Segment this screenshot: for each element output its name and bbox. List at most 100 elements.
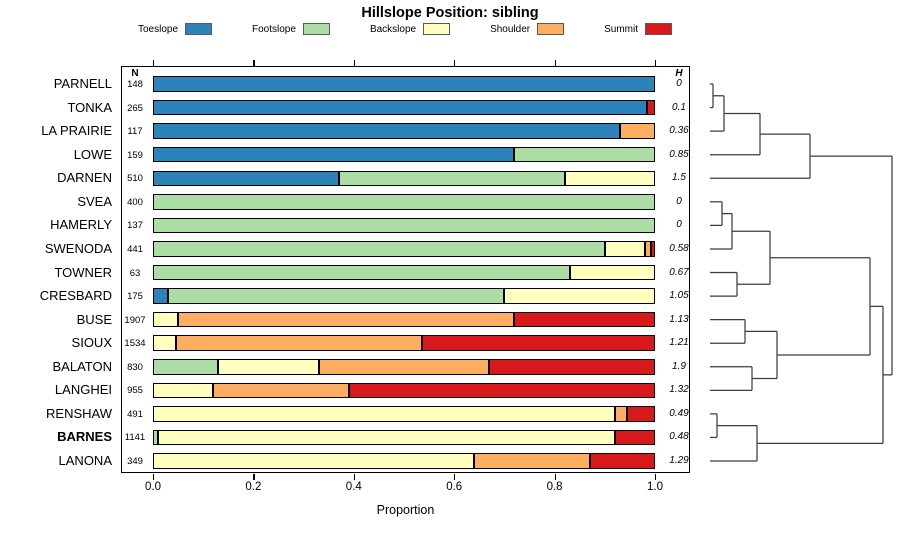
h-value: 1.13: [669, 313, 689, 325]
bar-segment-toeslope: [153, 146, 515, 163]
n-value: 830: [127, 361, 143, 373]
legend-label: Footslope: [252, 23, 296, 35]
bar-segment-shoulder: [614, 406, 628, 422]
n-value: 491: [127, 408, 143, 420]
n-value: 1141: [124, 432, 146, 444]
legend-item: Shoulder: [490, 23, 565, 35]
n-value: 441: [127, 243, 143, 255]
h-value: 1.05: [669, 290, 689, 302]
h-value: 0.1: [672, 101, 686, 113]
legend-item: Summit: [604, 23, 673, 35]
bar-segment-footslope: [514, 146, 655, 163]
h-value: 0.85: [669, 148, 689, 160]
series-label: RENSHAW: [46, 405, 112, 421]
legend-item: Footslope: [252, 23, 330, 35]
h-value: 0.67: [669, 266, 689, 278]
bar-segment-footslope: [338, 170, 565, 186]
bar-segment-backslope: [153, 311, 179, 328]
h-value: 0.48: [669, 431, 689, 443]
x-tick: [353, 474, 355, 480]
bar-segment-summit: [514, 311, 655, 328]
legend-swatch: [645, 23, 673, 35]
bar-segment-footslope: [153, 359, 219, 375]
bar-segment-summit: [489, 359, 655, 375]
series-label: HAMERLY: [50, 217, 112, 233]
series-label: BALATON: [52, 358, 112, 374]
legend-swatch: [302, 23, 330, 35]
h-value: 1.29: [669, 455, 689, 466]
n-value: 349: [127, 456, 143, 467]
series-label: SVEA: [77, 193, 112, 209]
bar-segment-summit: [421, 335, 655, 351]
bar-segment-backslope: [604, 241, 645, 257]
bar-segment-summit: [650, 241, 655, 257]
bar-segment-summit: [348, 382, 655, 399]
legend-item: Toeslope: [137, 23, 213, 35]
x-tick: [253, 474, 255, 480]
series-label: LOWE: [73, 146, 112, 162]
legend-label: Shoulder: [490, 23, 531, 35]
n-value: 1907: [124, 314, 146, 326]
h-column-header: H: [675, 68, 683, 79]
n-value: 148: [127, 79, 143, 90]
bar-segment-toeslope: [153, 99, 648, 116]
bar-segment-summit: [627, 406, 655, 422]
bar-segment-backslope: [218, 359, 319, 375]
x-tick-label: 0.0: [145, 481, 161, 493]
h-value: 0.49: [669, 407, 689, 419]
h-value: 0.58: [669, 242, 689, 254]
x-tick: [454, 60, 456, 66]
bar-segment-backslope: [153, 453, 475, 469]
legend-label: Toeslope: [137, 23, 179, 35]
x-axis-title: Proportion: [376, 503, 435, 517]
legend: Toeslope Footslope Backslope Shoulder Summit: [60, 23, 750, 35]
bar-segment-toeslope: [153, 76, 655, 92]
x-tick: [655, 60, 657, 66]
h-value: 0.36: [669, 125, 689, 137]
bar-segment-shoulder: [213, 382, 349, 399]
series-label: BARNES: [57, 429, 112, 445]
x-tick: [554, 474, 556, 480]
n-value: 955: [127, 385, 143, 397]
bar-segment-summit: [589, 453, 655, 469]
series-label: PARNELL: [53, 76, 112, 91]
x-tick: [454, 474, 456, 480]
bar-segment-toeslope: [153, 123, 620, 139]
h-value: 1.9: [672, 360, 686, 372]
bar-segment-backslope: [564, 170, 655, 186]
n-value: 400: [127, 196, 143, 208]
bar-segment-backslope: [153, 406, 615, 422]
bar-segment-backslope: [504, 288, 655, 304]
h-value: 1.5: [672, 172, 686, 184]
x-tick: [655, 474, 657, 480]
legend-swatch: [185, 23, 213, 35]
series-label: SWENODA: [44, 240, 112, 256]
h-value: 1.32: [669, 384, 689, 396]
bar-segment-backslope: [153, 335, 176, 351]
bar-segment-shoulder: [318, 359, 490, 375]
bar-segment-summit: [647, 99, 655, 116]
legend-label: Backslope: [369, 23, 417, 35]
n-column-header: N: [131, 68, 139, 79]
legend-swatch: [423, 23, 451, 35]
bar-segment-summit: [614, 429, 655, 446]
bar-segment-footslope: [153, 194, 655, 210]
series-label: LANGHEI: [54, 382, 112, 398]
series-label: DARNEN: [57, 170, 112, 186]
bar-segment-shoulder: [474, 453, 590, 469]
n-value: 265: [127, 102, 143, 114]
bar-segment-backslope: [153, 382, 214, 399]
series-label: TOWNER: [54, 264, 112, 280]
series-label: LANONA: [58, 453, 112, 468]
bar-segment-footslope: [168, 288, 505, 304]
bar-segment-footslope: [153, 217, 655, 234]
x-tick-label: 0.2: [245, 481, 262, 493]
series-label: LA PRAIRIE: [41, 123, 112, 139]
bar-segment-shoulder: [178, 311, 515, 328]
x-tick: [253, 60, 255, 66]
x-tick: [153, 474, 155, 480]
series-label: BUSE: [76, 311, 112, 327]
x-tick: [554, 60, 556, 66]
